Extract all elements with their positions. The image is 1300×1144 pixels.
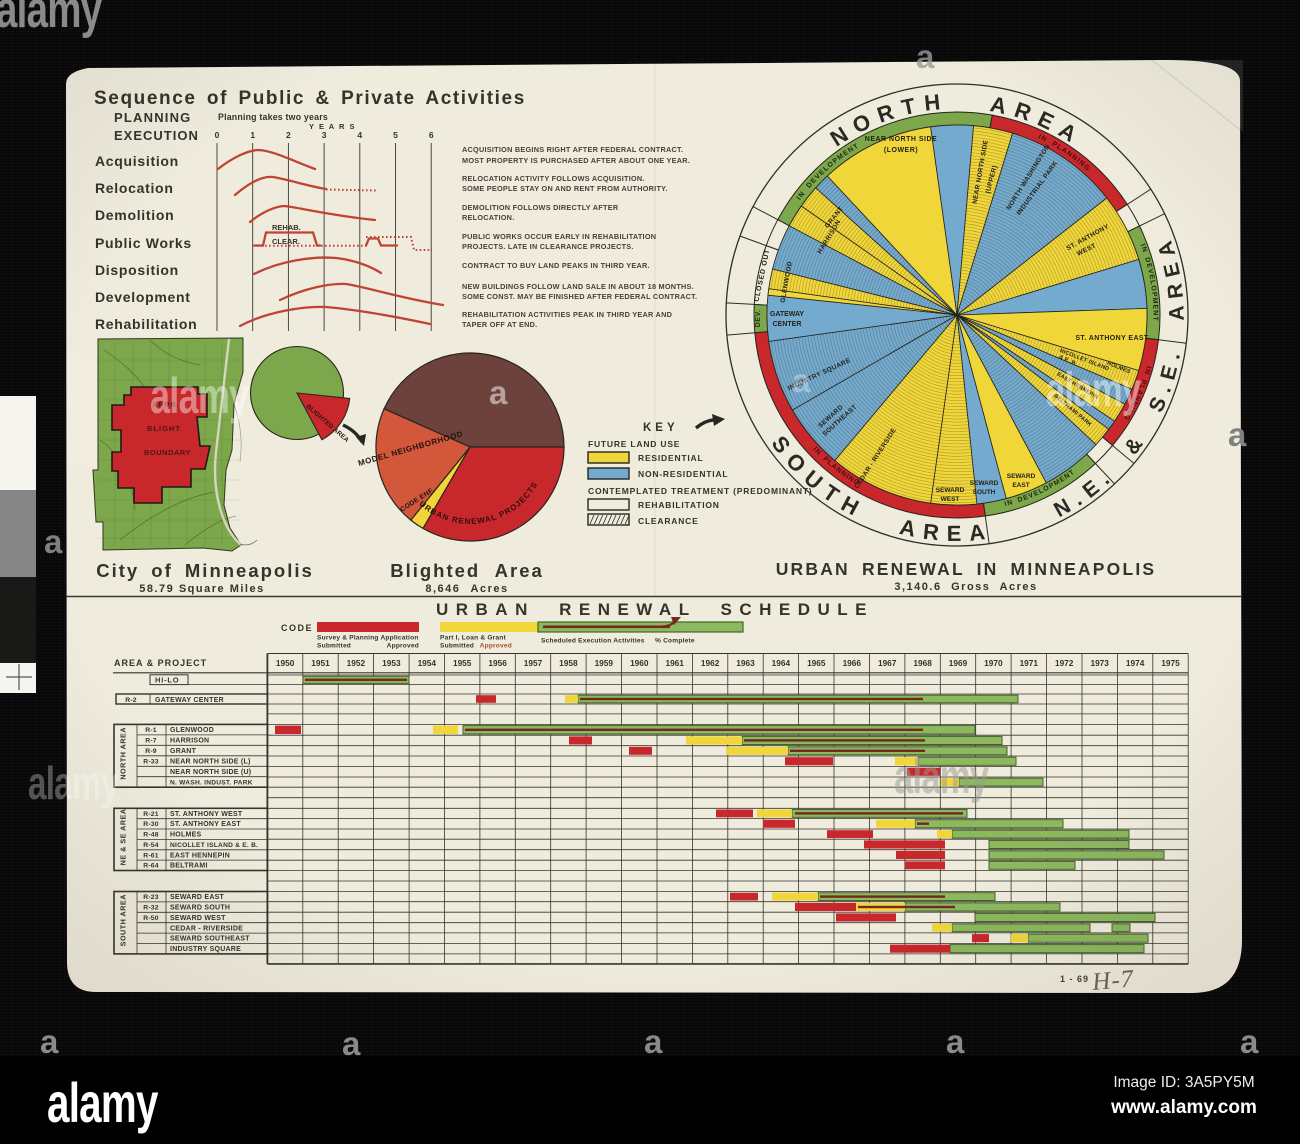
svg-text:a: a	[644, 1023, 663, 1060]
svg-text:a: a	[489, 374, 508, 411]
svg-text:a: a	[946, 1023, 965, 1060]
svg-text:alamy: alamy	[894, 749, 990, 803]
svg-text:alamy: alamy	[150, 369, 249, 424]
svg-text:a: a	[40, 1023, 59, 1060]
svg-text:alamy: alamy	[28, 759, 120, 809]
svg-text:a: a	[792, 362, 811, 399]
svg-text:a: a	[916, 38, 935, 75]
svg-text:a: a	[44, 523, 63, 560]
svg-text:alamy: alamy	[1046, 362, 1142, 416]
svg-text:a: a	[1228, 416, 1247, 453]
svg-text:alamy: alamy	[0, 0, 103, 38]
svg-text:a: a	[1240, 1023, 1259, 1060]
svg-text:alamy: alamy	[47, 1073, 158, 1135]
svg-text:a: a	[342, 1025, 361, 1062]
